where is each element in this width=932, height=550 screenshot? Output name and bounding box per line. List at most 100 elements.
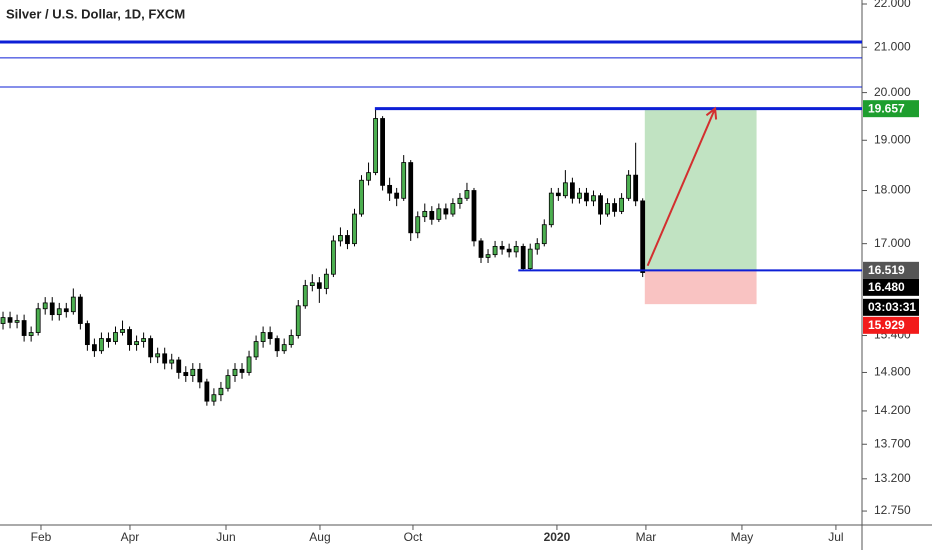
candle-body bbox=[225, 375, 231, 389]
entry-tag: 16.519 bbox=[868, 263, 905, 277]
candle-body bbox=[183, 372, 189, 377]
candle-body bbox=[520, 245, 526, 269]
candle-body bbox=[169, 359, 175, 364]
candle-body bbox=[323, 273, 329, 289]
y-tick-label: 17.000 bbox=[874, 236, 911, 250]
candle-body bbox=[260, 332, 266, 342]
candle-body bbox=[21, 320, 27, 336]
x-tick-label: Jun bbox=[216, 530, 235, 544]
candle-body bbox=[436, 208, 442, 220]
candle-body bbox=[204, 381, 210, 402]
y-tick-label: 21.000 bbox=[874, 39, 911, 53]
x-tick-label: Mar bbox=[636, 530, 657, 544]
candle-body bbox=[450, 203, 456, 215]
candle-body bbox=[513, 245, 519, 253]
last-price-tag-bg bbox=[863, 278, 919, 296]
candle-body bbox=[239, 368, 245, 373]
candle-body bbox=[70, 296, 76, 313]
candle-body bbox=[316, 282, 322, 289]
candle-body bbox=[626, 174, 632, 199]
last-price-tag: 16.480 bbox=[868, 280, 905, 294]
y-tick-label: 18.000 bbox=[874, 183, 911, 197]
arrow bbox=[646, 108, 717, 267]
candle-body bbox=[288, 335, 294, 346]
x-tick-label: Aug bbox=[309, 530, 330, 544]
candle-body bbox=[422, 211, 428, 218]
y-tick-label: 22.000 bbox=[874, 0, 911, 10]
candle-body bbox=[591, 195, 596, 202]
candle-body bbox=[7, 317, 13, 323]
candle-body bbox=[176, 359, 182, 373]
candle-body bbox=[155, 353, 161, 358]
candle-body bbox=[246, 356, 252, 373]
y-tick-label: 20.000 bbox=[874, 85, 911, 99]
candle-body bbox=[612, 203, 617, 212]
candle-body bbox=[598, 195, 603, 215]
candle-body bbox=[267, 332, 273, 339]
candle-body bbox=[84, 323, 90, 346]
candle-body bbox=[359, 179, 364, 215]
candle-body bbox=[640, 200, 646, 273]
candle-body bbox=[457, 197, 463, 204]
candle-body bbox=[429, 211, 435, 220]
candle-body bbox=[555, 192, 561, 197]
countdown-tag: 03:03:31 bbox=[868, 300, 916, 314]
candle-body bbox=[534, 243, 540, 250]
candle-body bbox=[197, 368, 203, 383]
candle-body bbox=[274, 338, 280, 352]
y-tick-label: 13.700 bbox=[874, 436, 911, 450]
candle-body bbox=[14, 320, 20, 323]
candle-body bbox=[345, 235, 350, 245]
y-tick-label: 12.750 bbox=[874, 503, 911, 517]
candle-body bbox=[92, 344, 97, 352]
candle-body bbox=[401, 162, 407, 199]
x-tick-label: Apr bbox=[121, 530, 140, 544]
candle-body bbox=[541, 224, 547, 245]
candle-body bbox=[478, 240, 484, 258]
candle-body bbox=[527, 248, 533, 269]
candle-body bbox=[415, 216, 421, 234]
candle-body bbox=[113, 332, 118, 342]
candle-body bbox=[485, 254, 491, 258]
candle-body bbox=[506, 248, 512, 253]
candle-body bbox=[56, 308, 62, 316]
candle-body bbox=[394, 192, 400, 199]
candle-body bbox=[120, 329, 125, 333]
loss-zone bbox=[644, 270, 757, 305]
candle-body bbox=[148, 338, 154, 358]
x-tick-label: 2020 bbox=[544, 530, 571, 544]
candle-body bbox=[253, 341, 259, 358]
y-tick-label: 19.000 bbox=[874, 132, 911, 146]
candle-body bbox=[134, 341, 139, 346]
arrow-head bbox=[705, 106, 718, 120]
candle-body bbox=[443, 208, 449, 215]
candle-body bbox=[569, 182, 575, 199]
candle-body bbox=[232, 368, 238, 377]
candle-body bbox=[302, 285, 308, 307]
stop-tag-bg bbox=[863, 316, 919, 334]
y-tick-label: 14.800 bbox=[874, 365, 911, 379]
y-tick-label: 13.200 bbox=[874, 471, 911, 485]
candle-body bbox=[464, 190, 470, 199]
x-tick-label: May bbox=[731, 530, 754, 544]
candle-body bbox=[605, 203, 610, 215]
candle-body bbox=[218, 387, 224, 396]
candle-body bbox=[492, 245, 498, 256]
candle-body bbox=[162, 353, 168, 364]
countdown-tag-bg bbox=[863, 298, 919, 316]
candle-body bbox=[141, 338, 147, 342]
x-tick-label: Feb bbox=[31, 530, 52, 544]
candle-body bbox=[352, 213, 357, 245]
candle-body bbox=[99, 338, 104, 352]
profit-zone bbox=[644, 108, 757, 271]
stop-tag: 15.929 bbox=[868, 318, 905, 332]
candle-body bbox=[387, 184, 393, 194]
candle-body bbox=[577, 192, 582, 199]
x-tick-label: Jul bbox=[828, 530, 843, 544]
candle-body bbox=[281, 344, 287, 352]
candle-body bbox=[584, 192, 589, 202]
candle-body bbox=[295, 305, 301, 336]
